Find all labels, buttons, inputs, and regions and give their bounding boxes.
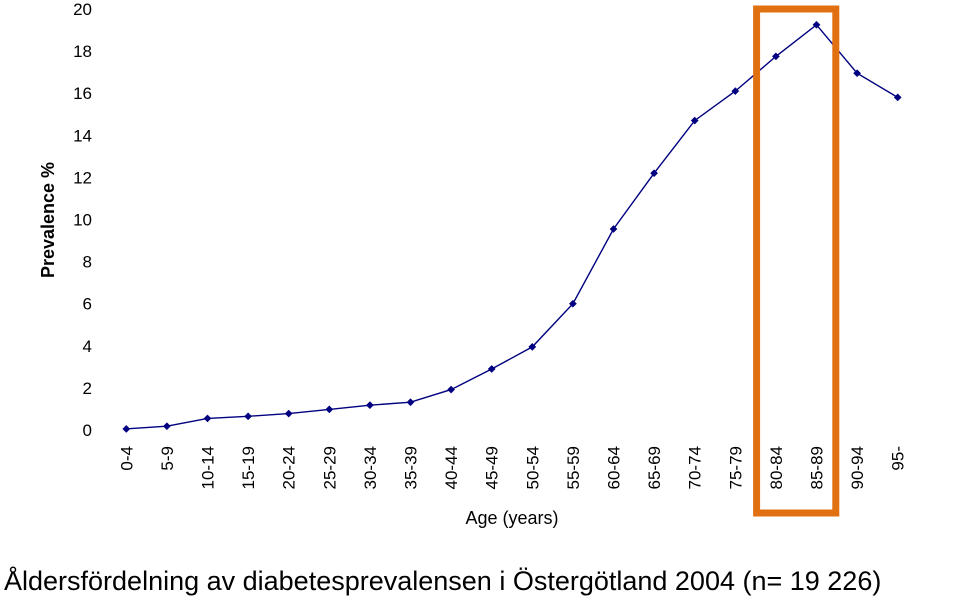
highlight-box [753,5,840,517]
x-tick-label: 65-69 [645,446,664,489]
x-tick-label: 50-54 [523,446,542,489]
y-tick-label: 6 [83,295,92,314]
data-point [406,398,415,407]
y-tick-label: 14 [73,126,92,145]
x-tick-label: 5-9 [158,446,177,471]
data-point [244,412,253,421]
x-tick-label: 55-59 [564,446,583,489]
x-tick-label: 90-94 [848,446,867,489]
y-tick-label: 2 [83,379,92,398]
y-tick-label: 4 [83,337,92,356]
data-point [609,225,618,233]
x-tick-label: 35-39 [402,446,421,489]
x-tick-label: 85-89 [808,446,827,489]
y-tick-label: 0 [83,421,92,440]
y-tick-label: 16 [73,84,92,103]
x-tick-label: 0-4 [117,446,136,471]
y-tick-labels: 0 2 4 6 8 10 12 14 16 18 20 [73,0,92,440]
data-point [284,409,293,418]
y-tick-label: 20 [73,0,92,19]
data-point [690,116,699,125]
data-point [650,169,659,178]
series-group [122,20,902,433]
data-point [162,422,171,431]
x-tick-label: 60-64 [605,446,624,489]
data-point [812,20,821,29]
y-tick-label: 8 [83,253,92,272]
data-point [487,365,496,373]
x-tick-label: 70-74 [686,446,705,489]
y-tick-label: 18 [73,42,92,61]
x-tick-label: 80-84 [767,446,786,489]
chart-caption: Åldersfördelning av diabetesprevalensen … [4,566,882,596]
data-point [447,385,456,394]
data-point [325,405,334,414]
data-point [731,87,740,96]
data-point [122,424,131,433]
y-tick-label: 12 [73,168,92,187]
data-point [365,401,374,410]
data-point [528,342,537,351]
data-point [203,414,212,423]
series-line [126,23,899,430]
data-point [893,93,902,102]
data-point [771,52,780,61]
y-axis-title: Prevalence % [38,162,58,278]
x-tick-label: 10-14 [199,446,218,489]
x-tick-label: 45-49 [483,446,502,489]
y-tick-label: 10 [73,211,92,230]
data-point [568,299,577,308]
data-point [853,69,862,78]
x-tick-label: 20-24 [280,446,299,489]
x-axis-title: Age (years) [465,508,558,528]
x-tick-label: 75-79 [726,446,745,489]
x-tick-label: 40-44 [442,446,461,489]
x-tick-labels: 0-4 5-9 10-14 15-19 20-24 25-29 30-34 35-39 40-4… [117,446,907,489]
x-tick-label: 30-34 [361,446,380,489]
x-tick-label: 15-19 [239,446,258,489]
x-tick-label: 95- [889,446,908,471]
x-tick-label: 25-29 [320,446,339,489]
